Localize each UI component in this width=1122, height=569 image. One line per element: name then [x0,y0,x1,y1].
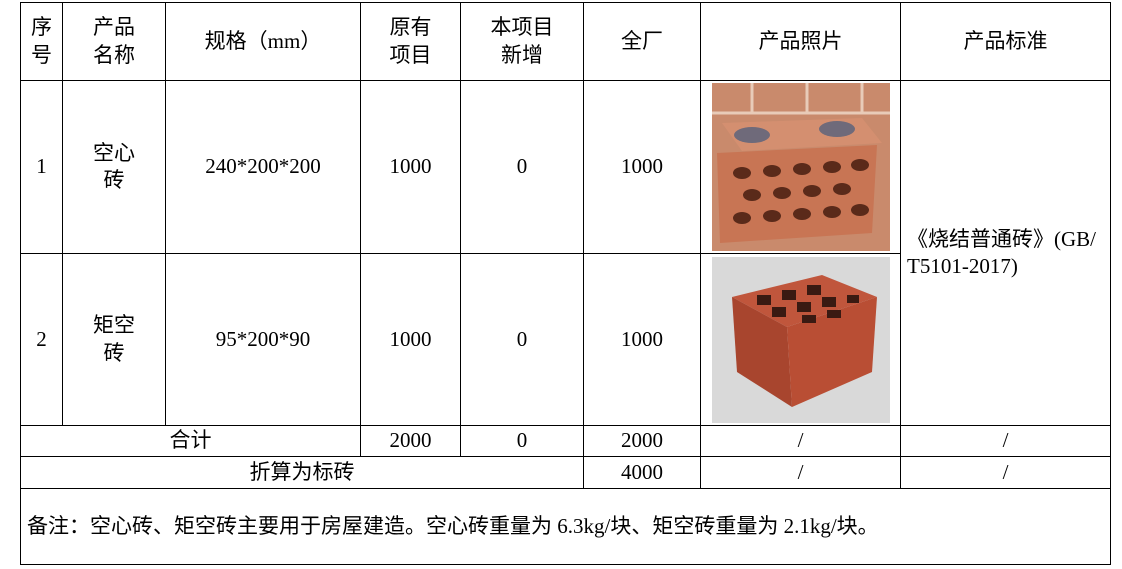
header-text: 产品照片 [758,28,843,53]
cell: 4000 [583,456,701,489]
header-text: 全厂 [621,28,663,53]
cell: 1000 [583,80,701,254]
header-text: 产品名称 [93,15,135,67]
header-cell: 产品标准 [900,2,1111,81]
product-table: 序号 产品名称 规格（mm） 原有项目 本项目新增 全厂 产品照片 产品标准 1… [20,2,1111,565]
header-cell: 产品照片 [700,2,901,81]
cell: 2000 [360,425,461,457]
note-row: 备注：空心砖、矩空砖主要用于房屋建造。空心砖重量为 6.3kg/块、矩空砖重量为… [20,488,1111,565]
header-cell: 序号 [20,2,63,81]
cell: 矩空砖 [62,253,166,426]
standard-brick-row: 折算为标砖 4000 / / [20,456,1111,489]
cell: 1000 [360,80,461,254]
cell: 0 [460,425,584,457]
cell: 折算为标砖 [20,456,584,489]
note: 备注：空心砖、矩空砖主要用于房屋建造。空心砖重量为 6.3kg/块、矩空砖重量为… [20,488,1111,565]
cell: 240*200*200 [165,80,361,254]
cell: / [900,425,1111,457]
photo-cell [700,80,901,254]
header-cell: 全厂 [583,2,701,81]
cell: / [900,456,1111,489]
cell: 1 [20,80,63,254]
header-text: 本项目新增 [490,15,554,67]
product-name: 空心砖 [93,140,135,192]
product-row: 1 空心砖 240*200*200 1000 0 1000 《烧结普通砖》(GB… [20,80,1111,426]
total-row: 合计 2000 0 2000 / / [20,425,1111,457]
header-text: 原有项目 [389,15,432,67]
hollow-brick-photo [711,83,890,251]
cell: 95*200*90 [165,253,361,426]
standard-cell: 《烧结普通砖》(GB/T5101-2017) [900,80,1111,426]
cell: 2000 [583,425,701,457]
header-text: 规格（mm） [204,28,322,53]
header-cell: 规格（mm） [165,2,361,81]
cell: 空心砖 [62,80,166,254]
cell: 0 [460,253,584,426]
header-text: 序号 [30,15,52,67]
product-name: 矩空砖 [93,313,135,365]
cell: / [700,425,901,457]
cell: / [700,456,901,489]
photo-cell [700,253,901,426]
cell: 1000 [360,253,461,426]
cell: 合计 [20,425,361,457]
cell: 0 [460,80,584,254]
header-cell: 产品名称 [62,2,166,81]
header-cell: 本项目新增 [460,2,584,81]
header-row: 序号 产品名称 规格（mm） 原有项目 本项目新增 全厂 产品照片 产品标准 [20,2,1111,81]
header-cell: 原有项目 [360,2,461,81]
cell: 1000 [583,253,701,426]
header-text: 产品标准 [963,28,1048,53]
cell: 2 [20,253,63,426]
product-row: 2 矩空砖 95*200*90 1000 0 1000 [20,253,1111,426]
rect-brick-photo [711,256,890,423]
